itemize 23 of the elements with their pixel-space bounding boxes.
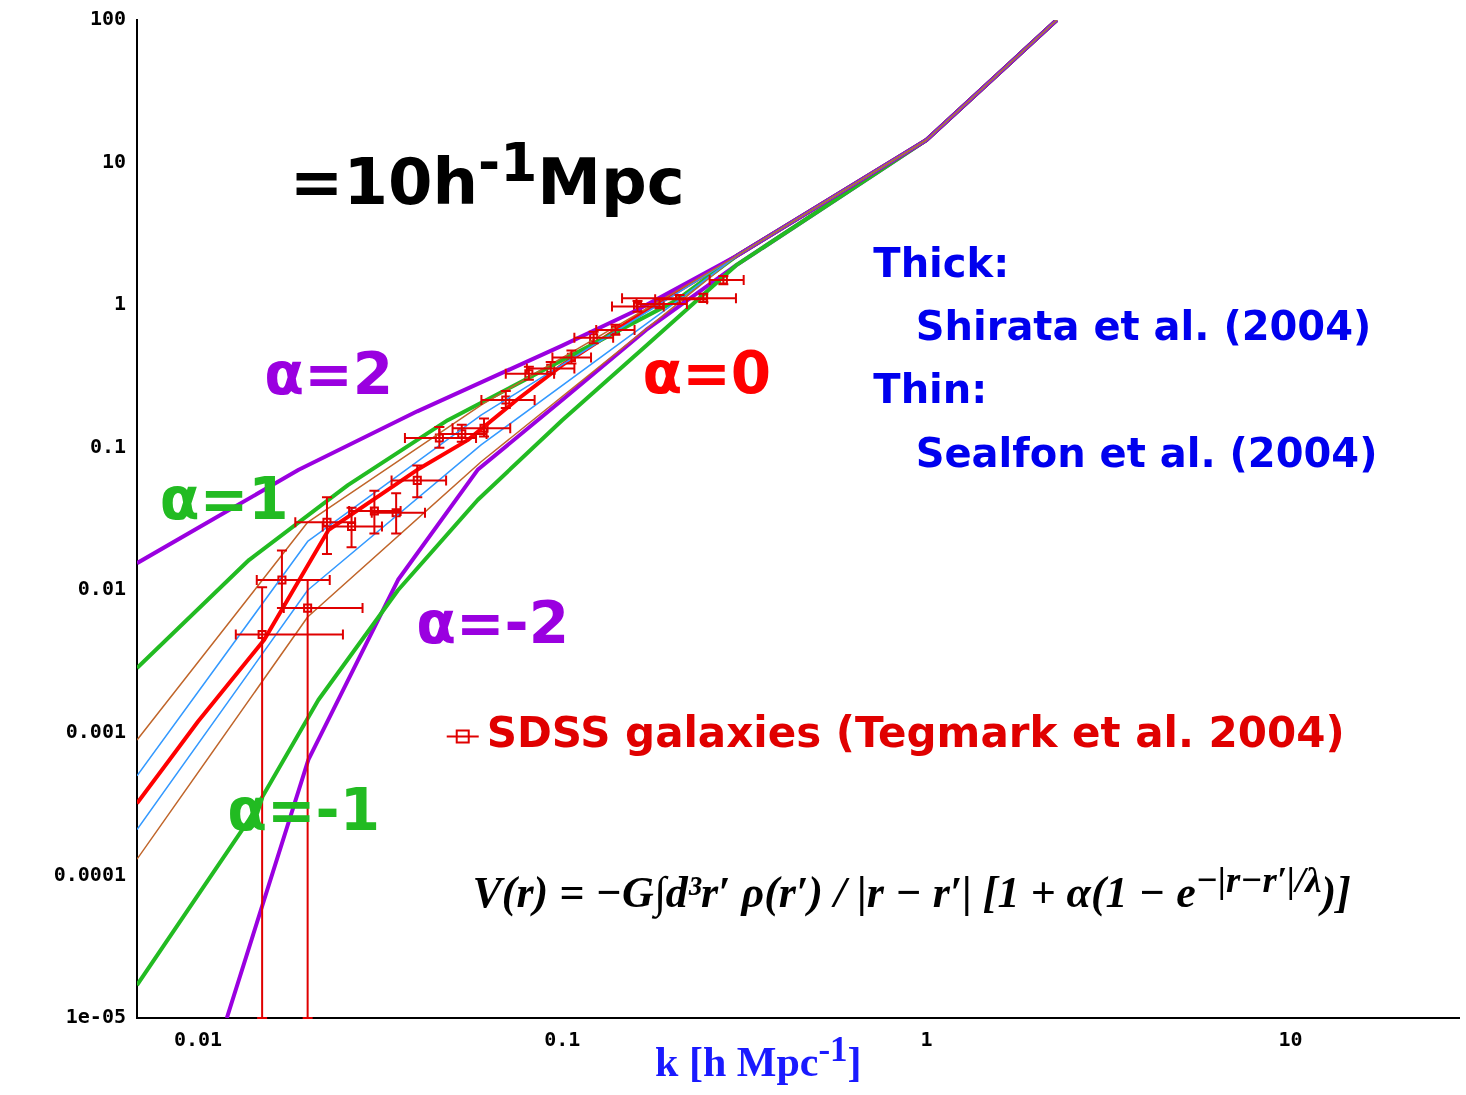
x-axis-title: k [h Mpc$^{-1}$] — [655, 1030, 862, 1085]
y-tick-label: 0.1 — [89, 433, 126, 458]
series-label: α=-2 — [416, 588, 570, 657]
annotation: Sealfon et al. (2004) — [915, 430, 1378, 477]
legend-label: SDSS galaxies (Tegmark et al. 2004) — [486, 708, 1345, 758]
annotation: Shirata et al. (2004) — [915, 303, 1372, 350]
series-label: α=0 — [642, 339, 772, 408]
y-tick-label: 1e-05 — [65, 1004, 126, 1029]
x-tick-label: 0.1 — [544, 1027, 581, 1052]
y-tick-label: 1 — [113, 291, 126, 316]
y-tick-label: 0.01 — [77, 576, 126, 601]
y-tick-label: 0.001 — [65, 719, 126, 744]
x-tick-label: 0.01 — [173, 1027, 223, 1052]
y-tick-label: 10 — [101, 148, 126, 173]
annotation: Thick: — [873, 239, 1010, 286]
x-tick-label: 10 — [1278, 1027, 1303, 1052]
series-label: α=2 — [264, 340, 394, 409]
annotation: =10h$^{-1}$Mpc — [289, 131, 685, 219]
annotation: Thin: — [873, 366, 988, 413]
x-tick-label: 1 — [920, 1027, 933, 1052]
y-tick-label: 100 — [89, 6, 126, 31]
annotation: V(r) = −G∫d³r′ ρ(r′) / |r − r′| [1 + α(1 − e$^{−|r−r′|/λ}$)] — [472, 857, 1351, 919]
y-tick-label: 0.0001 — [53, 861, 126, 886]
